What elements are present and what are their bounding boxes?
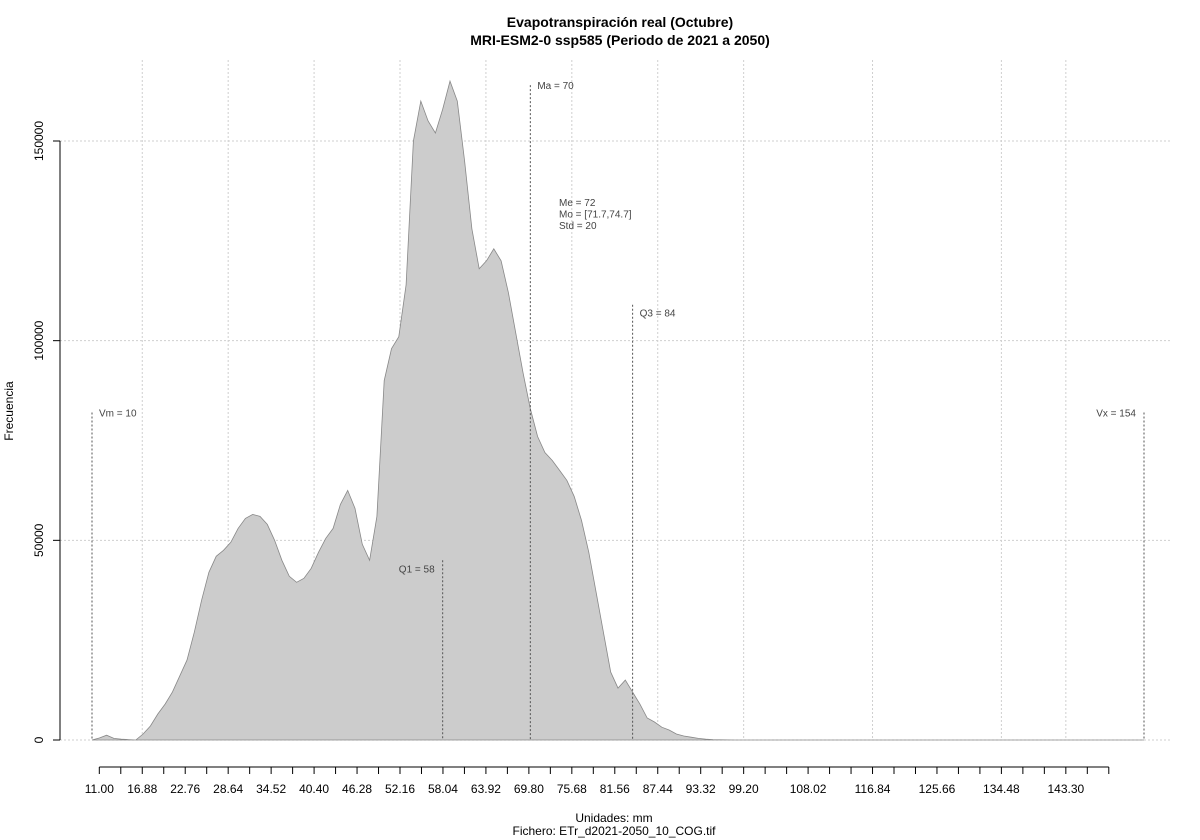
x-tick-label: 99.20 [729,782,759,796]
x-tick-label: 93.32 [686,782,716,796]
file-label: Fichero: ETr_d2021-2050_10_COG.tif [513,824,717,838]
chart-title: Evapotranspiración real (Octubre) [507,14,733,30]
grid-lines [60,60,1170,741]
x-tick-label: 11.00 [85,782,114,796]
x-tick-label: 40.40 [299,782,329,796]
density-area-path [91,79,1144,741]
x-tick-label: 22.76 [170,782,200,796]
x-tick-label: 16.88 [127,782,157,796]
chart-subtitle: MRI-ESM2-0 ssp585 (Periodo de 2021 a 205… [470,32,770,48]
stats-line: Me = 72 [559,198,596,209]
x-tick-label: 87.44 [643,782,673,796]
stats-line: Std = 20 [559,221,597,232]
annotation-label: Q1 = 58 [399,564,435,575]
annotation-label: Q3 = 84 [640,309,676,320]
y-tick-label: 50000 [32,523,46,557]
x-axis-label: Unidades: mm [575,811,652,825]
x-tick-label: 125.66 [919,782,956,796]
density-area [91,79,1144,741]
y-axis-label: Frecuencia [2,381,16,441]
y-axis: 0 50000 100000 150000 [32,121,61,743]
x-tick-label: 34.52 [256,782,286,796]
y-tick-label: 150000 [32,121,46,161]
y-tick-label: 0 [32,736,46,743]
x-tick-label: 81.56 [600,782,630,796]
y-tick-label: 100000 [32,320,46,360]
x-tick-label: 134.48 [983,782,1020,796]
x-tick-label: 28.64 [213,782,243,796]
annotations: Vm = 10 Q1 = 58 Ma = 70 Q3 = 84 Vx = 154 [91,81,1145,740]
x-tick-label: 75.68 [557,782,587,796]
x-tick-label: 143.30 [1047,782,1084,796]
annotation-label: Ma = 70 [537,81,574,92]
x-tick-label: 116.84 [855,782,891,796]
x-axis: 11.00 16.88 22.76 28.64 34.52 40.40 46.28 52.16… [85,766,1110,796]
x-tick-label: 108.02 [790,782,827,796]
annotation-label: Vx = 154 [1096,409,1136,420]
stats-line: Mo = [71.7,74.7] [559,210,632,221]
annotation-label: Vm = 10 [99,409,137,420]
x-tick-label: 69.80 [514,782,544,796]
x-tick-label: 52.16 [385,782,415,796]
x-tick-label: 58.04 [428,782,458,796]
x-tick-label: 46.28 [342,782,372,796]
x-tick-label: 63.92 [471,782,501,796]
